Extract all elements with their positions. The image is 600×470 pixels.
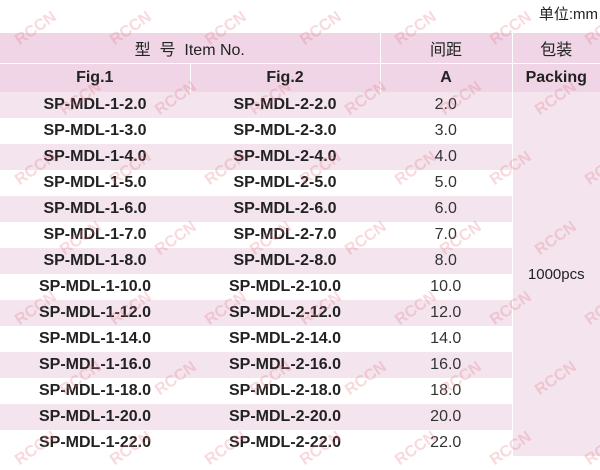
fig1-cell: SP-MDL-1-22.0 (38, 434, 152, 451)
pitch-cell: 22.0 (430, 434, 462, 451)
fig1-cell: SP-MDL-1-18.0 (38, 382, 152, 399)
table-row: SP-MDL-1-4.0 SP-MDL-2-4.0 4.0 (0, 144, 600, 170)
table-row: SP-MDL-1-6.0 SP-MDL-2-6.0 6.0 (0, 196, 600, 222)
pitch-header: 间距 (379, 33, 512, 64)
table-row: SP-MDL-1-5.0 SP-MDL-2-5.0 5.0 (0, 170, 600, 196)
fig1-cell: SP-MDL-1-14.0 (38, 330, 152, 347)
pitch-cell: 3.0 (434, 122, 457, 139)
pitch-cell: 18.0 (430, 382, 462, 399)
pitch-cell: 5.0 (434, 174, 457, 191)
table-row: SP-MDL-1-8.0 SP-MDL-2-8.0 8.0 (0, 248, 600, 274)
fig2-cell: SP-MDL-2-2.0 (190, 92, 380, 118)
packing-header: 包装 (511, 33, 600, 64)
pitch-cell: 4.0 (380, 144, 512, 170)
table-row: SP-MDL-1-18.0 SP-MDL-2-18.0 18.0 (0, 378, 600, 404)
fig2-cell: SP-MDL-2-12.0 (190, 300, 380, 326)
pitch-cell: 8.0 (380, 248, 512, 274)
pitch-cell: 2.0 (380, 92, 512, 118)
packing-en-header: Packing (511, 63, 600, 92)
pitch-cell: 6.0 (380, 196, 512, 222)
fig1-cell: SP-MDL-1-8.0 (0, 248, 190, 274)
table-row: SP-MDL-1-20.0 SP-MDL-2-20.0 20.0 (0, 404, 600, 430)
pitch-cell: 7.0 (434, 226, 457, 243)
fig1-cell: SP-MDL-1-6.0 (0, 196, 190, 222)
fig2-cell: SP-MDL-2-10.0 (228, 278, 342, 295)
table-row: SP-MDL-1-14.0 SP-MDL-2-14.0 14.0 (0, 326, 600, 352)
fig2-cell: SP-MDL-2-5.0 (233, 174, 337, 191)
fig1-cell: SP-MDL-1-5.0 (43, 174, 147, 191)
fig1-cell: SP-MDL-1-7.0 (43, 226, 147, 243)
table-row: SP-MDL-1-2.0 SP-MDL-2-2.0 2.0 1000pcs (0, 92, 600, 456)
fig2-cell: SP-MDL-2-14.0 (228, 330, 342, 347)
fig2-cell: SP-MDL-2-7.0 (233, 226, 337, 243)
fig1-cell: SP-MDL-1-4.0 (0, 144, 190, 170)
fig1-cell: SP-MDL-1-12.0 (0, 300, 190, 326)
table-row: SP-MDL-1-10.0 SP-MDL-2-10.0 10.0 (0, 274, 600, 300)
fig2-cell: SP-MDL-2-4.0 (190, 144, 380, 170)
fig2-header: Fig.2 (189, 63, 380, 92)
table-row: SP-MDL-1-16.0 SP-MDL-2-16.0 16.0 (0, 352, 600, 378)
unit-label: 单位:mm (538, 6, 598, 23)
fig2-cell: SP-MDL-2-8.0 (190, 248, 380, 274)
fig2-cell: SP-MDL-2-22.0 (228, 434, 342, 451)
fig1-cell: SP-MDL-1-3.0 (43, 122, 147, 139)
packing-cell: 1000pcs (511, 92, 600, 456)
fig1-cell: SP-MDL-1-2.0 (0, 92, 190, 118)
fig2-cell: SP-MDL-2-6.0 (190, 196, 380, 222)
fig1-cell: SP-MDL-1-10.0 (38, 278, 152, 295)
pitch-cell: 14.0 (430, 330, 462, 347)
pitch-cell: 10.0 (430, 278, 462, 295)
fig1-cell: SP-MDL-1-20.0 (0, 404, 190, 430)
pitch-cell: 12.0 (380, 300, 512, 326)
table-row: SP-MDL-1-7.0 SP-MDL-2-7.0 7.0 (0, 222, 600, 248)
fig2-cell: SP-MDL-2-20.0 (190, 404, 380, 430)
spec-table: 型 号 Item No. 间距 包装 Fig.1 Fig.2 A Packing… (0, 33, 600, 456)
fig1-header: Fig.1 (0, 63, 190, 92)
fig2-cell: SP-MDL-2-3.0 (233, 122, 337, 139)
header-row-2: Fig.1 Fig.2 A Packing (0, 63, 600, 92)
fig2-cell: SP-MDL-2-16.0 (190, 352, 380, 378)
header-row-1: 型 号 Item No. 间距 包装 (0, 33, 600, 64)
fig1-cell: SP-MDL-1-16.0 (0, 352, 190, 378)
pitch-symbol-header: A (379, 63, 512, 92)
table-row: SP-MDL-1-22.0 SP-MDL-2-22.0 22.0 (0, 430, 600, 456)
table-row: SP-MDL-1-3.0 SP-MDL-2-3.0 3.0 (0, 118, 600, 144)
pitch-cell: 20.0 (380, 404, 512, 430)
fig2-cell: SP-MDL-2-18.0 (228, 382, 342, 399)
table-row: SP-MDL-1-12.0 SP-MDL-2-12.0 12.0 (0, 300, 600, 326)
pitch-cell: 16.0 (380, 352, 512, 378)
item-no-header: 型 号 Item No. (0, 33, 380, 64)
